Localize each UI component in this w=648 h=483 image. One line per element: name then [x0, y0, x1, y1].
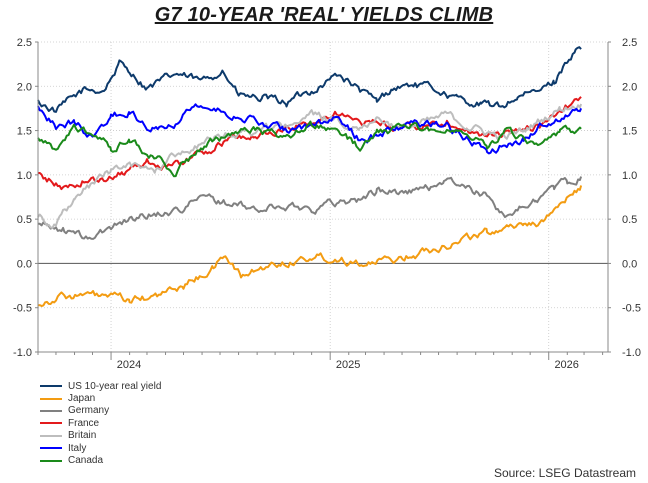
y-tick-label-left: 1.0 [17, 170, 32, 182]
series-layer [37, 46, 583, 307]
series-line-6 [37, 103, 583, 155]
legend-label: France [68, 417, 100, 429]
series-line-2 [37, 185, 583, 307]
legend-label: Japan [68, 393, 96, 405]
y-tick-label-left: -0.5 [13, 303, 32, 315]
x-year-label: 2026 [554, 359, 578, 371]
y-tick-label-left: 0.0 [17, 258, 32, 270]
legend-swatch [40, 397, 62, 400]
y-tick-label-right: -0.5 [622, 303, 641, 315]
legend-swatch [40, 447, 62, 450]
y-tick-label-left: 1.5 [17, 126, 32, 138]
y-axis-left: -1.0 -0.5 0.0 0.5 1.0 1.5 2.0 2.5 [13, 37, 38, 359]
y-tick-label-left: 0.5 [17, 214, 32, 226]
legend-item: France [40, 417, 161, 429]
series-line-7 [37, 120, 582, 178]
legend-item: Italy [40, 442, 161, 454]
legend: US 10-year real yield Japan Germany France B… [40, 380, 161, 467]
legend-label: Britain [68, 430, 97, 442]
legend-item: Canada [40, 454, 161, 466]
grid-layer [38, 41, 608, 353]
legend-label: Germany [68, 405, 110, 417]
chart-title: G7 10-YEAR 'REAL' YIELDS CLIMB [154, 4, 494, 26]
y-tick-label-right: 0.5 [622, 214, 637, 226]
legend-label: US 10-year real yield [68, 380, 162, 392]
legend-item: Britain [40, 430, 161, 442]
y-tick-label-left: -1.0 [13, 347, 32, 359]
y-tick-label-right: 1.0 [622, 170, 637, 182]
series-line-1 [37, 46, 582, 113]
legend-swatch [40, 409, 62, 412]
legend-swatch [40, 422, 62, 425]
x-axis: 2024 2025 2026 [37, 352, 604, 371]
y-tick-label-right: 2.5 [622, 37, 637, 49]
plot-frame [37, 42, 609, 353]
legend-item: Japan [40, 392, 161, 404]
legend-swatch [40, 385, 62, 388]
y-tick-label-left: 2.5 [17, 37, 32, 49]
series-line-5 [37, 103, 583, 229]
x-year-label: 2025 [336, 359, 360, 371]
legend-swatch [40, 459, 62, 462]
series-line-3 [37, 176, 583, 240]
legend-item: US 10-year real yield [40, 380, 161, 392]
y-tick-label-right: 2.0 [622, 81, 637, 93]
y-axis-right: -1.0 -0.5 0.0 0.5 1.0 1.5 2.0 2.5 [608, 37, 641, 359]
legend-label: Italy [68, 442, 87, 454]
legend-label: Canada [68, 455, 104, 467]
y-tick-label-left: 2.0 [17, 81, 32, 93]
x-year-label: 2024 [117, 359, 141, 371]
source-note: Source: LSEG Datastream [493, 466, 636, 480]
legend-swatch [40, 434, 62, 437]
legend-item: Germany [40, 405, 161, 417]
y-tick-label-right: -1.0 [622, 347, 641, 359]
y-tick-label-right: 1.5 [622, 126, 637, 138]
y-tick-label-right: 0.0 [622, 258, 637, 270]
